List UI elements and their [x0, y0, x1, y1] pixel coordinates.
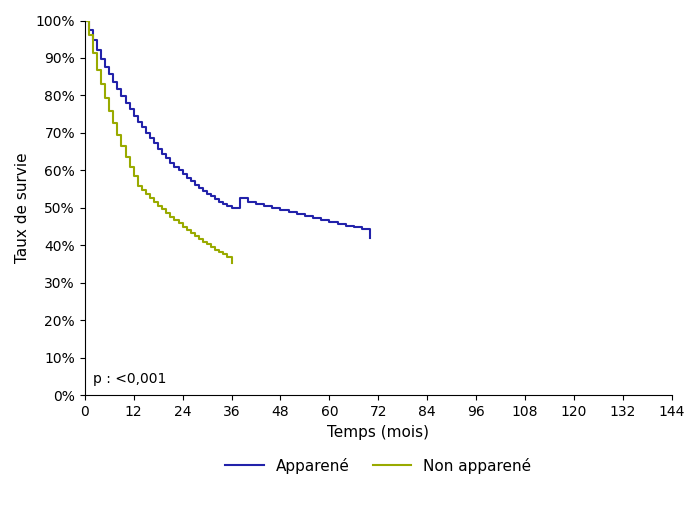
- Non apparené: [183, 227, 191, 233]
- Apparené: [228, 205, 236, 212]
- Apparené: [211, 196, 219, 202]
- Non apparené: [113, 132, 122, 138]
- Legend: Apparené, Non apparené: Apparené, Non apparené: [219, 452, 538, 480]
- Non apparené: [141, 191, 150, 197]
- Non apparené: [174, 220, 183, 226]
- Non apparené: [105, 108, 113, 114]
- Non apparené: [80, 17, 89, 24]
- Non apparené: [121, 153, 130, 160]
- Non apparené: [162, 209, 171, 216]
- Non apparené: [89, 50, 97, 57]
- Non apparené: [130, 173, 138, 180]
- Non apparené: [187, 230, 195, 236]
- Text: p : <0,001: p : <0,001: [93, 372, 167, 386]
- Non apparené: [146, 195, 154, 201]
- Non apparené: [125, 163, 134, 170]
- Non apparené: [223, 254, 232, 260]
- Line: Apparené: Apparené: [85, 20, 370, 238]
- Apparené: [207, 193, 216, 200]
- Non apparené: [101, 95, 109, 101]
- Non apparené: [195, 236, 203, 242]
- Apparené: [80, 17, 89, 24]
- Non apparené: [178, 224, 187, 230]
- Non apparené: [207, 244, 216, 250]
- Non apparené: [150, 199, 158, 205]
- Line: Non apparené: Non apparené: [85, 20, 232, 263]
- Non apparené: [138, 187, 146, 193]
- Non apparené: [215, 249, 223, 255]
- Y-axis label: Taux de survie: Taux de survie: [15, 153, 30, 263]
- Non apparené: [211, 246, 219, 253]
- Non apparené: [134, 183, 142, 189]
- Non apparené: [190, 233, 199, 239]
- Non apparené: [203, 241, 211, 247]
- Apparené: [199, 187, 207, 194]
- Non apparené: [93, 67, 102, 73]
- Apparené: [118, 93, 126, 99]
- Non apparené: [118, 143, 126, 149]
- Non apparené: [199, 238, 207, 245]
- Non apparené: [158, 206, 167, 213]
- Apparené: [366, 235, 375, 241]
- X-axis label: Temps (mois): Temps (mois): [328, 425, 429, 439]
- Non apparené: [228, 260, 236, 266]
- Non apparené: [154, 203, 162, 209]
- Non apparené: [166, 213, 174, 219]
- Non apparené: [85, 33, 93, 39]
- Non apparené: [219, 251, 228, 258]
- Apparené: [162, 155, 171, 161]
- Non apparené: [109, 120, 118, 127]
- Non apparené: [97, 81, 105, 87]
- Non apparené: [170, 217, 178, 223]
